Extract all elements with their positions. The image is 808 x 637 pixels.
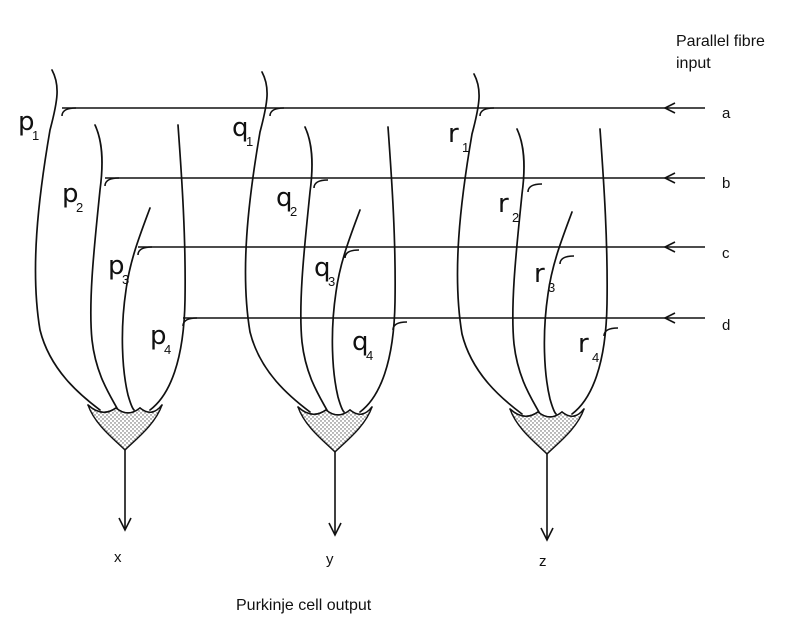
purkinje-cell-y [244,71,396,537]
output-label-x: x [114,549,122,566]
label-q1: q [232,113,249,143]
synapse-c-1 [137,246,153,256]
parallel-fibres [61,102,705,337]
fibre-arrow-b [663,172,676,184]
output-arrow-x [118,517,132,532]
output-arrow-z [540,527,554,542]
synapse-b-3 [527,183,543,193]
label-q3-sub: 3 [328,274,335,289]
label-p3: p [108,251,125,281]
fibre-arrow-a [663,102,676,114]
soma-body-y [297,406,373,453]
synapse-b-2 [313,179,329,189]
output-label-z: z [539,553,547,570]
parallel-fibre-title-line1: Parallel fibre [676,33,765,50]
label-p2: p [62,179,79,209]
synapse-d-2 [392,321,408,331]
synapse-b-1 [104,177,120,187]
label-r4: r [578,329,589,359]
dendrite-y-4 [359,126,396,413]
dendrite-y-1 [244,71,311,413]
dendrite-z-1 [456,73,523,415]
synapse-a-2 [269,107,285,117]
dendrite-x-3 [121,207,151,411]
label-r3: r [534,259,545,289]
dendrite-z-3 [543,211,573,415]
label-q4: q [352,327,369,357]
input-label-b: b [722,175,730,192]
dendrite-x-4 [149,124,186,411]
output-arrow-y [328,522,342,537]
label-q2: q [276,183,293,213]
parallel-fibre-title-line2: input [676,55,711,72]
fibre-arrow-c [663,241,676,253]
output-label-y: y [326,551,334,568]
input-label-d: d [722,317,730,334]
synapse-d-1 [182,317,198,327]
label-p1-sub: 1 [32,128,39,143]
purkinje-cells [34,69,608,542]
label-q3: q [314,253,331,283]
label-q4-sub: 4 [366,348,373,363]
dendrite-z-4 [571,128,608,415]
label-p2-sub: 2 [76,200,83,215]
synapse-a-1 [61,107,77,117]
input-label-a: a [722,105,731,122]
synapse-c-3 [559,255,575,265]
soma-body-x [87,404,163,451]
label-r4-sub: 4 [592,350,599,365]
label-p1: p [18,107,35,137]
label-r1-sub: 1 [462,140,469,155]
purkinje-cell-x [34,69,186,532]
synapse-a-3 [479,107,495,117]
input-label-c: c [722,245,730,262]
label-p4: p [150,321,167,351]
dendrite-z-2 [511,128,541,415]
label-r2-sub: 2 [512,210,519,225]
label-r1: r [448,119,459,149]
dendrite-x-1 [34,69,101,411]
label-r2: r [498,189,509,219]
fibre-arrow-d [663,312,676,324]
purkinje-output-title: Purkinje cell output [236,597,372,614]
dendrite-y-2 [299,126,329,413]
label-r3-sub: 3 [548,280,555,295]
label-p3-sub: 3 [122,272,129,287]
synapse-c-2 [344,249,360,259]
soma-body-z [509,408,585,455]
label-p4-sub: 4 [164,342,171,357]
label-q2-sub: 2 [290,204,297,219]
dendrite-y-3 [331,209,361,413]
dendrite-x-2 [89,124,119,411]
synapse-d-3 [603,327,619,337]
purkinje-cell-z [456,73,608,542]
label-q1-sub: 1 [246,134,253,149]
